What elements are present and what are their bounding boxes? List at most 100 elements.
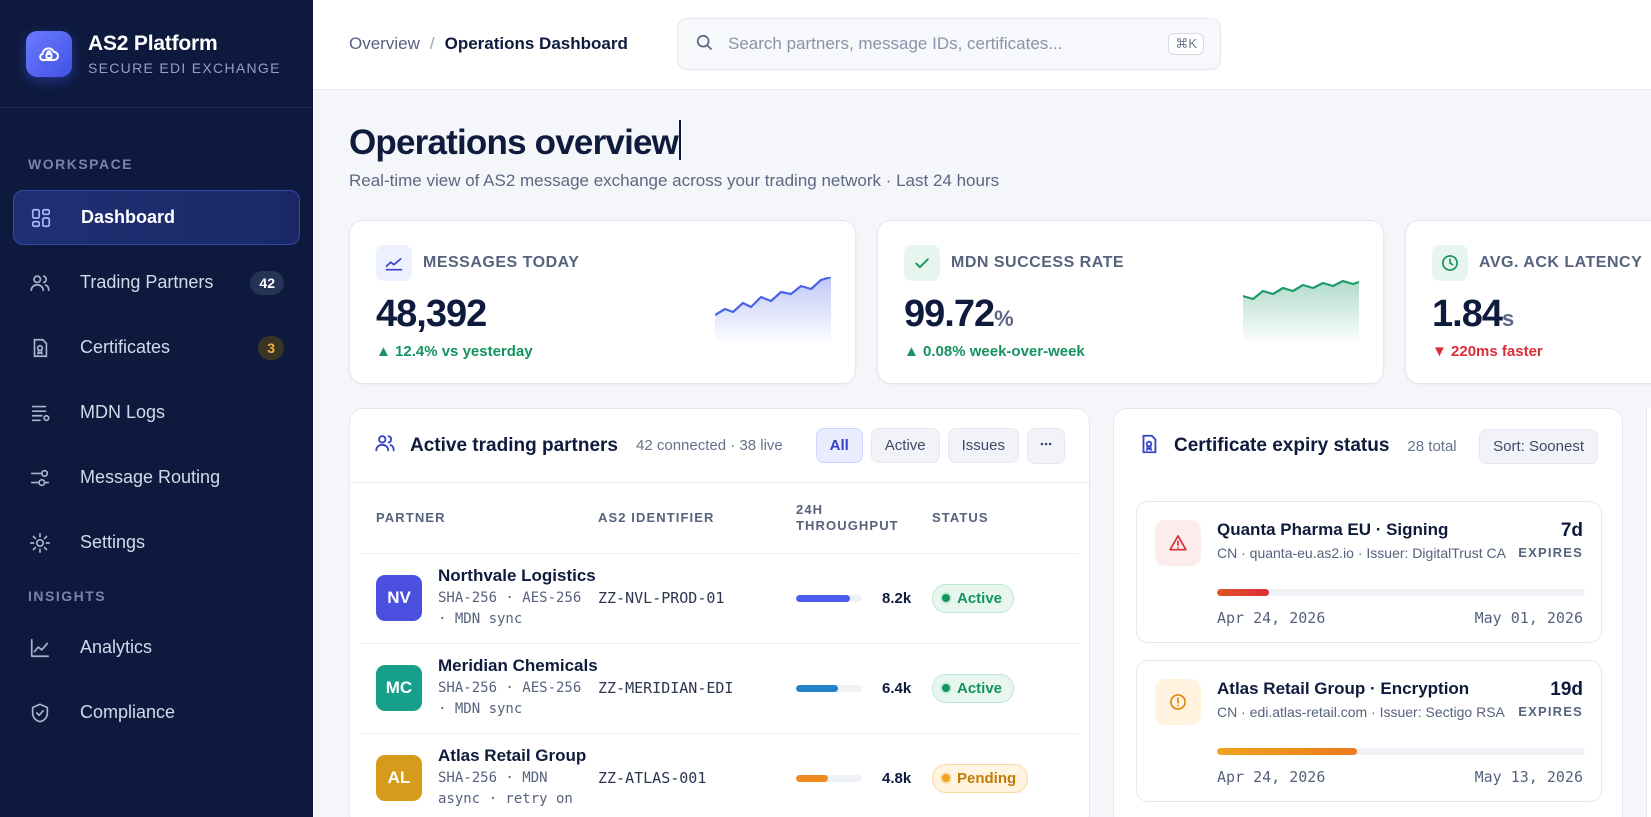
search-input[interactable]: Search partners, message IDs, certificat… <box>677 18 1221 70</box>
kpi-value-number: 99.72 <box>904 293 995 335</box>
table-header-row: PARTNER AS2 IDENTIFIER 24H THROUGHPUT STA… <box>360 483 1079 553</box>
kpi-value-number: 1.84 <box>1432 293 1503 335</box>
date-to: May 01, 2026 <box>1474 609 1583 627</box>
as2-identifier: ZZ-ATLAS-001 <box>598 768 707 787</box>
table-row[interactable]: MC Meridian Chemicals SHA-256 · AES-256 … <box>360 642 1079 733</box>
users-icon <box>374 432 396 459</box>
sparkline-messages <box>715 277 831 341</box>
sidebar-item-label: Trading Partners <box>80 272 214 292</box>
as2-identifier: ZZ-MERIDIAN-EDI <box>598 678 734 697</box>
days-remaining: 19d <box>1550 679 1583 700</box>
section-label-workspace: WORKSPACE <box>28 156 134 172</box>
more-options-button[interactable] <box>1027 427 1065 464</box>
partner-meta: SHA-256 · AES-256 · MDN sync <box>438 590 582 627</box>
sidebar-item-dashboard[interactable]: Dashboard <box>13 190 300 245</box>
panel-title: Active trading partners <box>410 434 618 456</box>
sort-button[interactable]: Sort: Soonest <box>1479 428 1598 464</box>
sidebar-item-settings[interactable]: Settings <box>13 515 300 570</box>
warning-triangle-icon <box>1155 520 1201 566</box>
page-title: Operations overview <box>349 120 682 163</box>
kpi-unit: s <box>1501 306 1515 331</box>
filter-issues[interactable]: Issues <box>947 428 1019 463</box>
sidebar-item-message-routing[interactable]: Message Routing <box>13 450 300 505</box>
count-badge: 42 <box>250 270 284 295</box>
sidebar-item-mdn-logs[interactable]: MDN Logs <box>13 385 300 440</box>
kpi-delta: ▲ 12.4% vs yesterday <box>376 343 533 360</box>
dashboard-icon <box>29 206 53 230</box>
shield-check-icon <box>28 701 52 725</box>
breadcrumb-overview[interactable]: Overview <box>349 34 420 53</box>
table-row[interactable]: NV Northvale Logistics SHA-256 · AES-256… <box>360 552 1079 643</box>
sparkline-mdn <box>1243 279 1359 341</box>
partner-avatar: MC <box>376 665 422 711</box>
sidebar: AS2 Platform SECURE EDI EXCHANGE WORKSPA… <box>0 0 313 817</box>
filter-active[interactable]: Active <box>870 428 940 463</box>
sidebar-item-trading-partners[interactable]: Trading Partners 42 <box>13 255 300 310</box>
expires-label: EXPIRES <box>1518 545 1583 560</box>
throughput-bar <box>796 594 862 602</box>
partner-name[interactable]: Meridian Chemicals <box>438 656 598 675</box>
throughput-bar <box>796 684 862 692</box>
column-header[interactable]: PARTNER <box>376 510 446 526</box>
partner-name[interactable]: Atlas Retail Group <box>438 746 587 766</box>
brand[interactable]: AS2 Platform SECURE EDI EXCHANGE <box>0 0 313 108</box>
brand-subtitle: SECURE EDI EXCHANGE <box>88 59 281 76</box>
sidebar-item-label: Settings <box>80 532 146 552</box>
topbar: Overview / Operations Dashboard Search par… <box>313 0 1651 90</box>
throughput-fill <box>796 684 839 692</box>
sidebar-item-compliance[interactable]: Compliance <box>13 685 300 740</box>
throughput-value: 6.4k <box>882 679 912 697</box>
certificate-card[interactable]: Atlas Retail Group · Encryption CN · edi… <box>1136 660 1602 802</box>
status-dot <box>942 684 950 692</box>
column-header[interactable]: AS2 IDENTIFIER <box>598 510 715 526</box>
kpi-card-ack-latency[interactable]: AVG. ACK LATENCY 1.84s ▼ 220ms faster <box>1405 220 1651 384</box>
gear-icon <box>28 531 52 555</box>
kpi-label: MDN SUCCESS RATE <box>951 254 1125 271</box>
panel-meta: 28 total <box>1407 437 1457 455</box>
partner-avatar: NV <box>376 575 422 621</box>
warning-badge: 3 <box>258 335 284 360</box>
expiry-progress <box>1217 589 1585 596</box>
throughput-value: 8.2k <box>882 589 912 607</box>
routing-icon <box>28 466 52 490</box>
column-header[interactable]: STATUS <box>932 510 989 526</box>
sidebar-item-analytics[interactable]: Analytics <box>13 620 300 675</box>
partner-meta: SHA-256 · MDN async · retry on <box>438 770 573 808</box>
expires-label: EXPIRES <box>1518 704 1583 719</box>
certificate-cn: CN · quanta-eu.as2.io · Issuer: DigitalT… <box>1217 545 1506 561</box>
date-from: Apr 24, 2026 <box>1217 768 1326 786</box>
certificate-cn: CN · edi.atlas-retail.com · Issuer: Sect… <box>1217 704 1505 720</box>
partners-panel: Active trading partners 42 connected · 3… <box>349 408 1090 817</box>
kpi-value: 1.84s <box>1432 293 1514 336</box>
expiry-progress-fill <box>1217 748 1357 755</box>
table-row[interactable]: AL Atlas Retail Group SHA-256 · MDN asyn… <box>360 732 1079 817</box>
sidebar-item-label: Certificates <box>80 337 171 357</box>
certificate-icon <box>28 336 52 360</box>
check-icon <box>904 245 940 281</box>
kpi-delta: ▲ 0.08% week-over-week <box>904 343 1085 360</box>
list-icon <box>28 401 52 425</box>
kpi-value: 99.72% <box>904 293 1014 336</box>
expiry-progress <box>1217 748 1585 755</box>
kpi-label: AVG. ACK LATENCY <box>1479 254 1643 271</box>
sidebar-item-label: Compliance <box>80 702 176 722</box>
filter-all[interactable]: All <box>815 428 863 463</box>
partner-name[interactable]: Northvale Logistics <box>438 566 596 585</box>
partner-avatar: AL <box>376 755 422 802</box>
users-icon <box>28 271 52 295</box>
column-header[interactable]: 24H THROUGHPUT <box>796 501 899 533</box>
sidebar-item-certificates[interactable]: Certificates 3 <box>13 320 300 375</box>
sidebar-item-label: Message Routing <box>80 467 221 487</box>
status-badge: Active <box>932 673 1015 703</box>
status-badge: Pending <box>932 763 1029 793</box>
certificate-card[interactable]: Quanta Pharma EU · Signing CN · quanta-e… <box>1136 501 1602 643</box>
expiry-progress-fill <box>1217 589 1269 596</box>
partner-meta: SHA-256 · AES-256 · MDN sync <box>438 680 582 717</box>
kpi-card-messages[interactable]: MESSAGES TODAY 48,392 ▲ 12.4% vs yesterd… <box>349 220 856 384</box>
panel-title: Certificate expiry status <box>1174 435 1390 456</box>
kpi-delta-text: 220ms faster <box>1451 343 1543 360</box>
certificate-name: Atlas Retail Group · Encryption <box>1217 679 1470 698</box>
kpi-card-mdn-success[interactable]: MDN SUCCESS RATE 99.72% ▲ 0.08% week-ove… <box>877 220 1384 384</box>
days-remaining: 7d <box>1560 520 1583 541</box>
panel-meta: 42 connected · 38 live <box>636 437 783 454</box>
